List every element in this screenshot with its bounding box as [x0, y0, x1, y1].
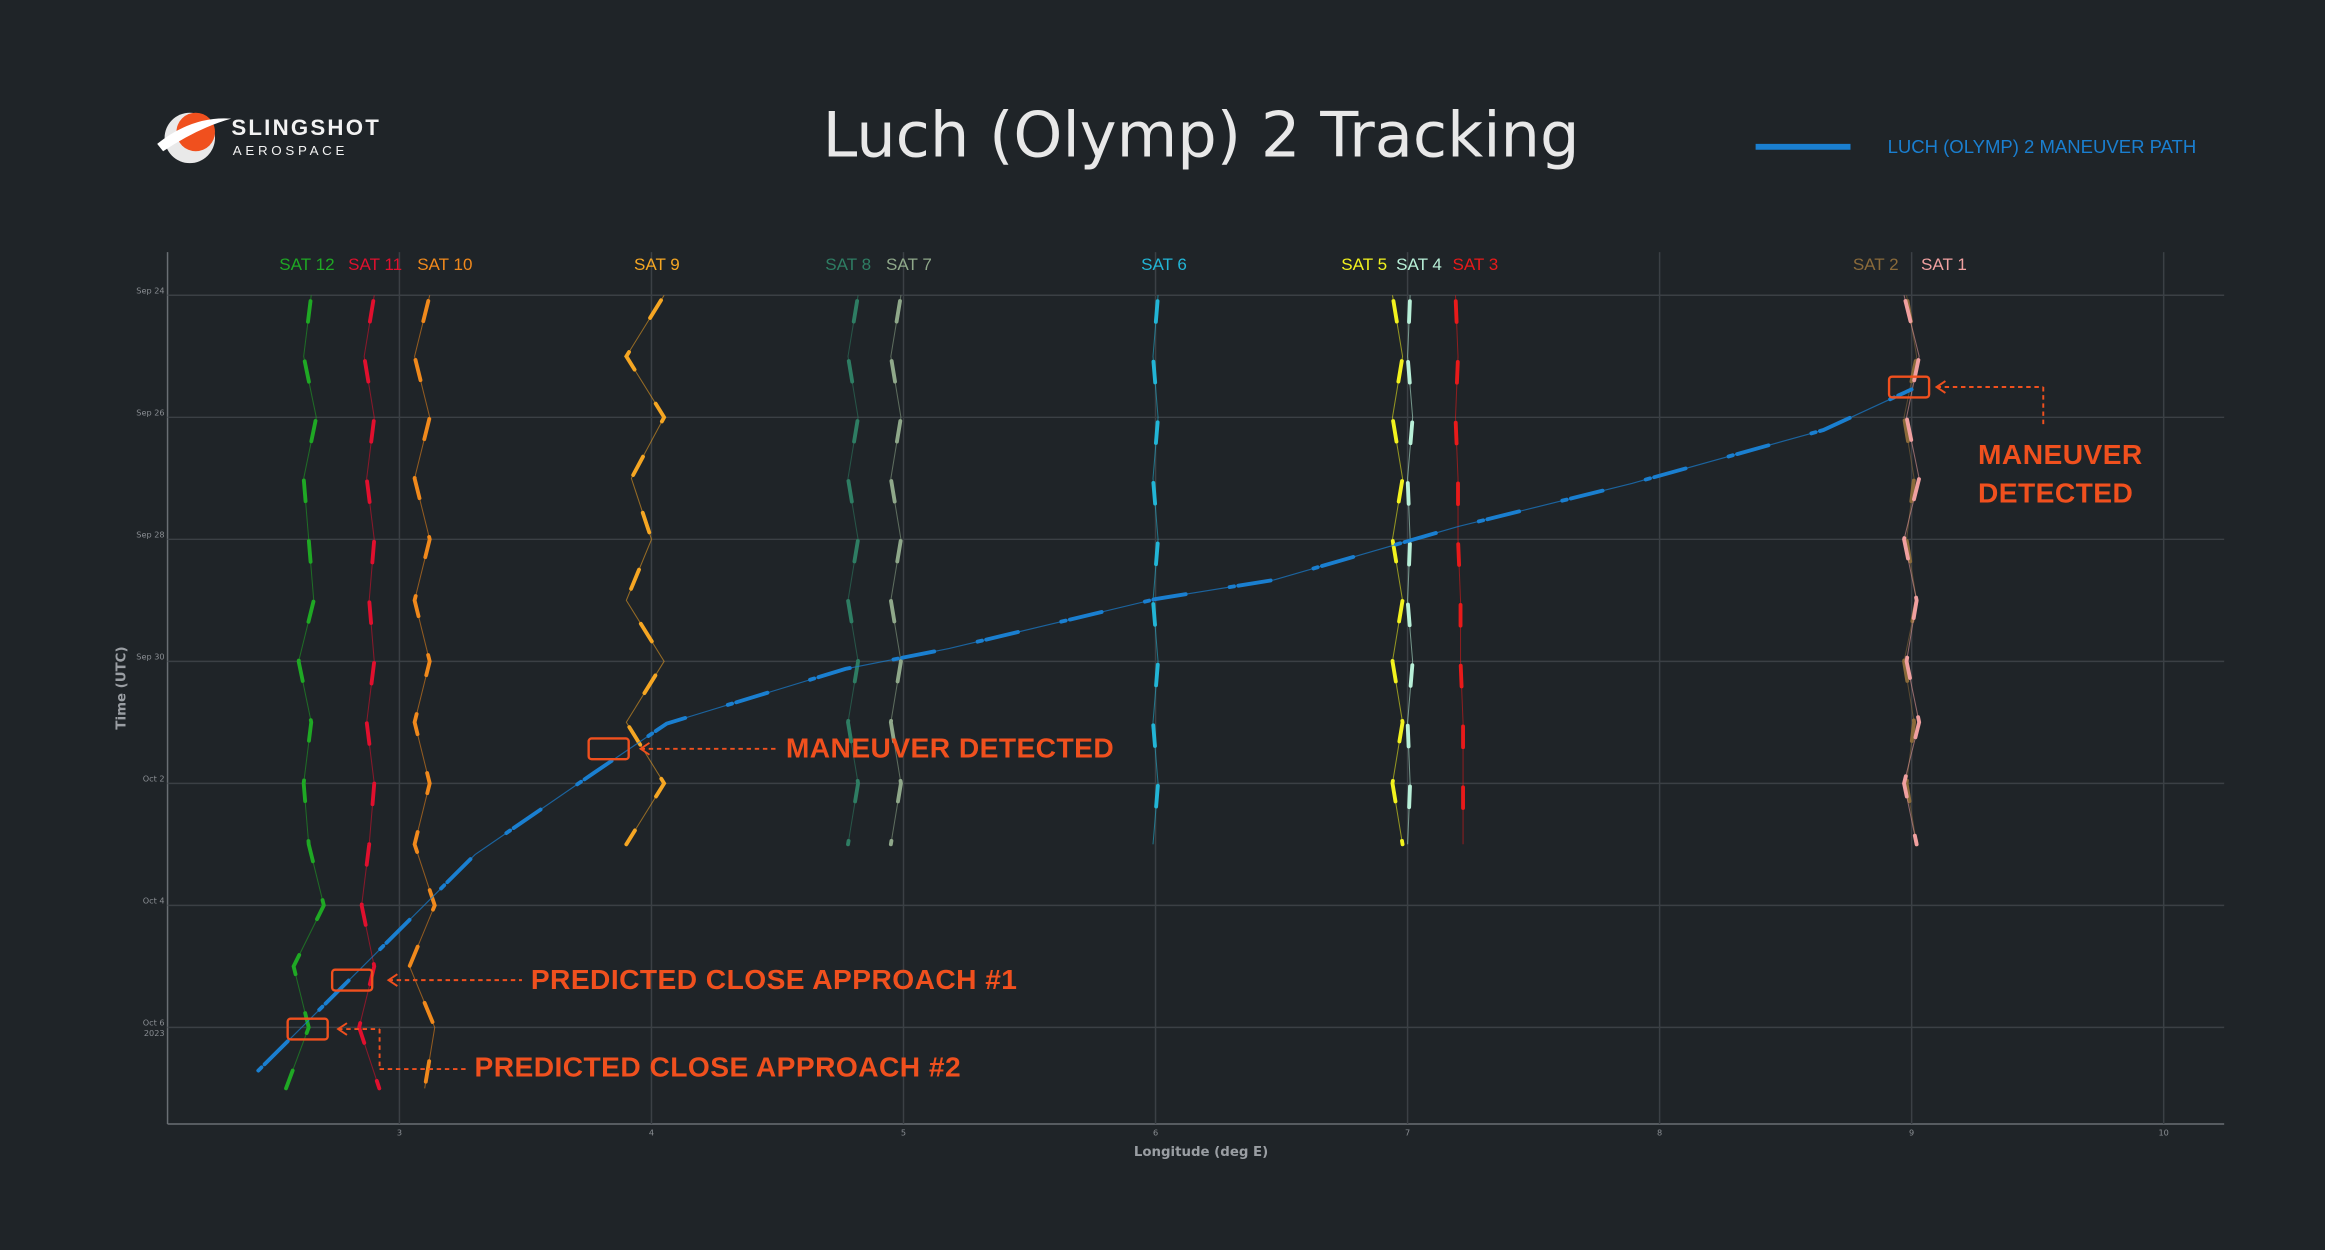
- satellite-label: SAT 10: [417, 255, 472, 274]
- x-tick-label: 8: [1657, 1127, 1662, 1137]
- logo-name: SLINGSHOT: [231, 115, 381, 140]
- y-tick-label: 2023: [144, 1028, 165, 1038]
- satellite-track-thin: [847, 295, 859, 845]
- annotation-arrow: [1934, 380, 1946, 394]
- annotation-arrow: [386, 973, 398, 987]
- annotation-box: [330, 968, 374, 992]
- satellite-track: [407, 293, 437, 1091]
- legend-label: LUCH (OLYMP) 2 MANEUVER PATH: [1888, 136, 2197, 157]
- satellite-track-thin: [1407, 295, 1414, 845]
- satellite-label: SAT 9: [634, 255, 680, 274]
- annotation-arrow: [336, 1022, 348, 1036]
- annotation-text: MANEUVER: [1978, 438, 2143, 470]
- x-tick-label: 7: [1405, 1127, 1410, 1137]
- satellite-track-thin: [285, 295, 325, 1089]
- x-tick-label: 3: [397, 1127, 402, 1137]
- logo-sub: AEROSPACE: [233, 143, 348, 158]
- satellite-label: SAT 1: [1921, 255, 1967, 274]
- annotation-box: [1887, 375, 1931, 399]
- satellite-label: SAT 3: [1452, 255, 1498, 274]
- satellite-label: SAT 12: [279, 255, 334, 274]
- satellite-label: SAT 8: [825, 255, 871, 274]
- annotation-text: PREDICTED CLOSE APPROACH #1: [531, 963, 1018, 995]
- y-tick-label: Sep 24: [136, 285, 164, 295]
- satellite-track: [624, 293, 667, 847]
- annotation-box: [587, 737, 630, 761]
- satellite-label: SAT 11: [348, 255, 402, 274]
- satellite-track-thin: [625, 294, 665, 845]
- satellite-track: [284, 293, 326, 1091]
- x-tick-label: 5: [901, 1127, 906, 1137]
- satellite-track-thin: [1454, 295, 1464, 845]
- y-tick-label: Sep 26: [136, 407, 164, 417]
- satellite-track-thin: [408, 295, 436, 1089]
- satellite-track: [357, 293, 382, 1091]
- maneuver-path-thin: [257, 388, 1912, 1071]
- logo-mark: [157, 118, 232, 152]
- x-tick-label: 4: [649, 1127, 654, 1137]
- satellite-label: SAT 5: [1341, 255, 1387, 274]
- satellite-label: SAT 7: [886, 255, 932, 274]
- satellite-label: SAT 2: [1853, 255, 1899, 274]
- annotation-arrow: [638, 742, 650, 756]
- y-tick-label: Sep 30: [136, 651, 164, 661]
- annotation-text: PREDICTED CLOSE APPROACH #2: [474, 1051, 961, 1083]
- y-axis-label: Time (UTC): [115, 646, 130, 729]
- satellite-track-thin: [1903, 295, 1920, 845]
- satellite-label: SAT 4: [1396, 255, 1442, 274]
- logo: SLINGSHOT AEROSPACE: [157, 112, 381, 164]
- y-tick-label: Oct 2: [143, 773, 165, 783]
- y-tick-label: Sep 28: [136, 529, 164, 539]
- y-tick-label: Oct 6: [143, 1017, 165, 1027]
- annotation-text: MANEUVER DETECTED: [786, 732, 1114, 764]
- satellite-track-thin: [1903, 295, 1918, 845]
- maneuver-path: [256, 387, 1914, 1073]
- satellite-label: SAT 6: [1141, 255, 1187, 274]
- x-tick-label: 6: [1153, 1127, 1158, 1137]
- satellite-track-thin: [890, 295, 902, 845]
- satellite-track-thin: [1391, 295, 1404, 845]
- y-tick-label: Oct 4: [143, 895, 165, 905]
- annotation-box: [286, 1017, 329, 1041]
- x-axis-label: Longitude (deg E): [1134, 1145, 1268, 1160]
- annotation-text: DETECTED: [1978, 477, 2133, 509]
- satellite-track-thin: [1152, 295, 1159, 845]
- x-tick-label: 9: [1909, 1127, 1914, 1137]
- chart-title: Luch (Olymp) 2 Tracking: [823, 98, 1580, 171]
- x-tick-label: 10: [2159, 1127, 2169, 1137]
